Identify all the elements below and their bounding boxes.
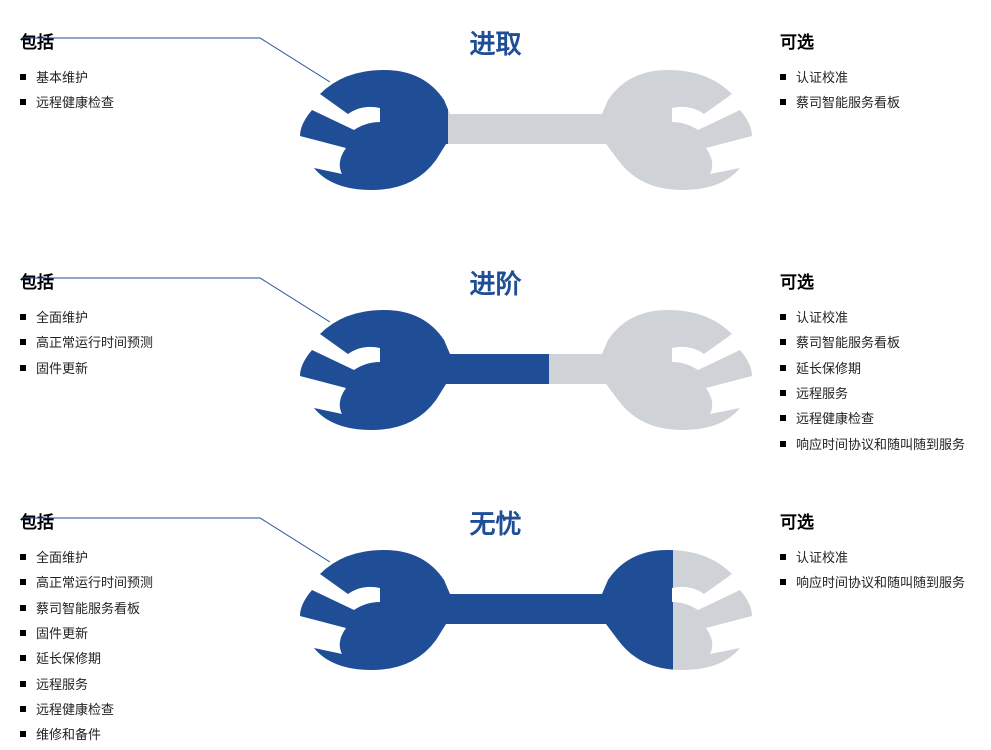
tier-2: 包括全面维护高正常运行时间预测蔡司智能服务看板固件更新延长保修期远程服务远程健康… — [0, 480, 991, 720]
optional-heading: 可选 — [780, 268, 980, 293]
list-item: 认证校准 — [780, 65, 980, 90]
list-item: 认证校准 — [780, 545, 980, 570]
list-item: 认证校准 — [780, 305, 980, 330]
leader-line — [20, 36, 360, 116]
leader-line — [20, 516, 360, 596]
tier-0: 包括基本维护远程健康检查进取 可选认证校准蔡司智能服务看板 — [0, 0, 991, 240]
optional-column: 可选认证校准蔡司智能服务看板 — [780, 28, 980, 116]
list-item: 蔡司智能服务看板 — [780, 330, 980, 355]
optional-column: 可选认证校准蔡司智能服务看板延长保修期远程服务远程健康检查响应时间协议和随叫随到… — [780, 268, 980, 457]
list-item: 响应时间协议和随叫随到服务 — [780, 570, 980, 595]
list-item: 远程健康检查 — [780, 406, 980, 431]
wrench-icon — [296, 64, 756, 194]
optional-list: 认证校准蔡司智能服务看板 — [780, 65, 980, 116]
list-item: 维修和备件 — [20, 722, 250, 747]
tier-1: 包括全面维护高正常运行时间预测固件更新进阶 可选认证校准蔡司智能服务看板延长保修… — [0, 240, 991, 480]
optional-column: 可选认证校准响应时间协议和随叫随到服务 — [780, 508, 980, 596]
list-item: 固件更新 — [20, 621, 250, 646]
list-item: 固件更新 — [20, 356, 250, 381]
list-item: 延长保修期 — [780, 356, 980, 381]
list-item: 远程健康检查 — [20, 697, 250, 722]
wrench-icon — [296, 304, 756, 434]
optional-heading: 可选 — [780, 28, 980, 53]
list-item: 延长保修期 — [20, 646, 250, 671]
optional-list: 认证校准响应时间协议和随叫随到服务 — [780, 545, 980, 596]
wrench-icon — [296, 544, 756, 674]
leader-line — [20, 276, 360, 356]
list-item: 远程服务 — [20, 672, 250, 697]
list-item: 响应时间协议和随叫随到服务 — [780, 432, 980, 457]
list-item: 蔡司智能服务看板 — [20, 596, 250, 621]
list-item: 蔡司智能服务看板 — [780, 90, 980, 115]
optional-list: 认证校准蔡司智能服务看板延长保修期远程服务远程健康检查响应时间协议和随叫随到服务 — [780, 305, 980, 457]
optional-heading: 可选 — [780, 508, 980, 533]
list-item: 远程服务 — [780, 381, 980, 406]
